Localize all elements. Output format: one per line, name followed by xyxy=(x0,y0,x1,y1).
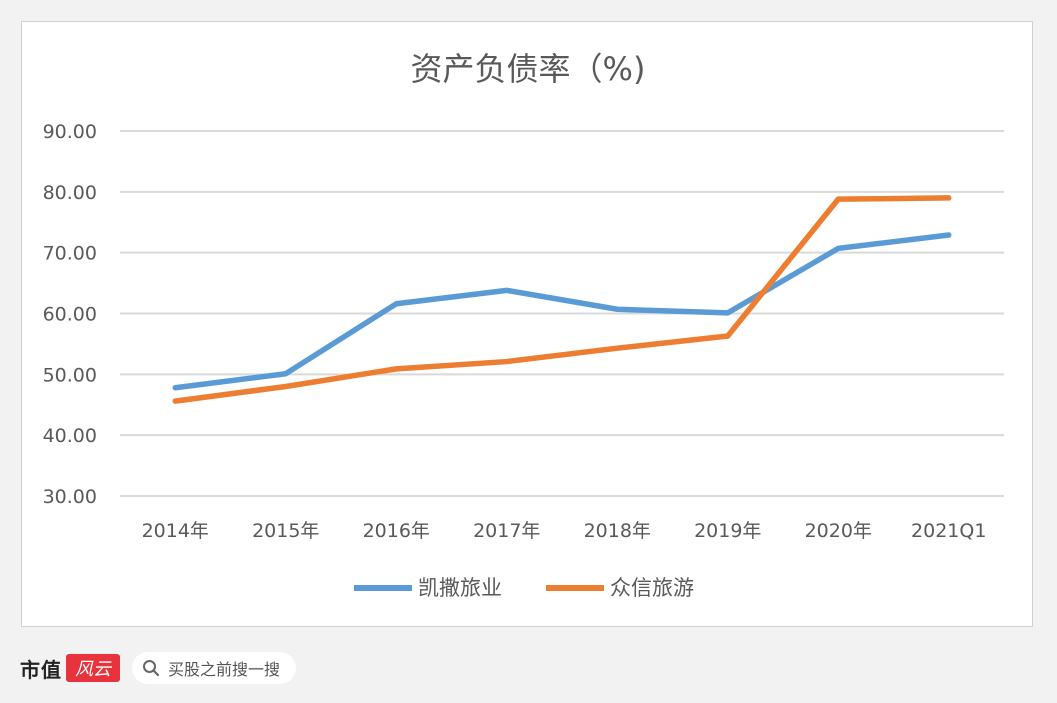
chart-title: 资产负债率（%) xyxy=(411,50,646,88)
series-line-2 xyxy=(172,195,952,404)
x-tick-label: 2015年 xyxy=(252,520,319,542)
line-chart: 资产负债率（%) 30.00 40.00 50.00 60.00 70.00 80.00 9… xyxy=(43,50,1004,600)
y-tick-label: 90.00 xyxy=(43,121,97,143)
x-tick-label: 2016年 xyxy=(363,520,430,542)
y-tick-label: 30.00 xyxy=(43,486,97,508)
legend-label: 众信旅游 xyxy=(610,576,694,600)
x-tick-label: 2017年 xyxy=(473,520,540,542)
x-tick-label: 2021Q1 xyxy=(911,520,986,542)
y-tick-label: 70.00 xyxy=(43,243,97,265)
y-tick-label: 60.00 xyxy=(43,304,97,326)
legend-label: 凯撒旅业 xyxy=(418,576,502,600)
search-placeholder: 买股之前搜一搜 xyxy=(168,660,281,679)
x-tick-label: 2018年 xyxy=(584,520,651,542)
x-tick-label: 2019年 xyxy=(694,520,761,542)
y-tick-label: 40.00 xyxy=(43,425,97,447)
y-tick-label: 80.00 xyxy=(43,182,97,204)
series-line-1 xyxy=(172,232,952,391)
footer-bar: 市值 风云 买股之前搜一搜 xyxy=(20,650,297,686)
chart-card: 资产负债率（%) 30.00 40.00 50.00 60.00 70.00 80.00 9… xyxy=(21,21,1033,627)
brand-logo: 风云 xyxy=(66,654,120,682)
y-tick-label: 50.00 xyxy=(43,364,97,386)
brand-name: 市值 xyxy=(20,657,62,682)
x-tick-label: 2020年 xyxy=(805,520,872,542)
search-icon xyxy=(143,660,160,677)
x-tick-label: 2014年 xyxy=(142,520,209,542)
search-bar[interactable]: 买股之前搜一搜 xyxy=(132,652,297,684)
